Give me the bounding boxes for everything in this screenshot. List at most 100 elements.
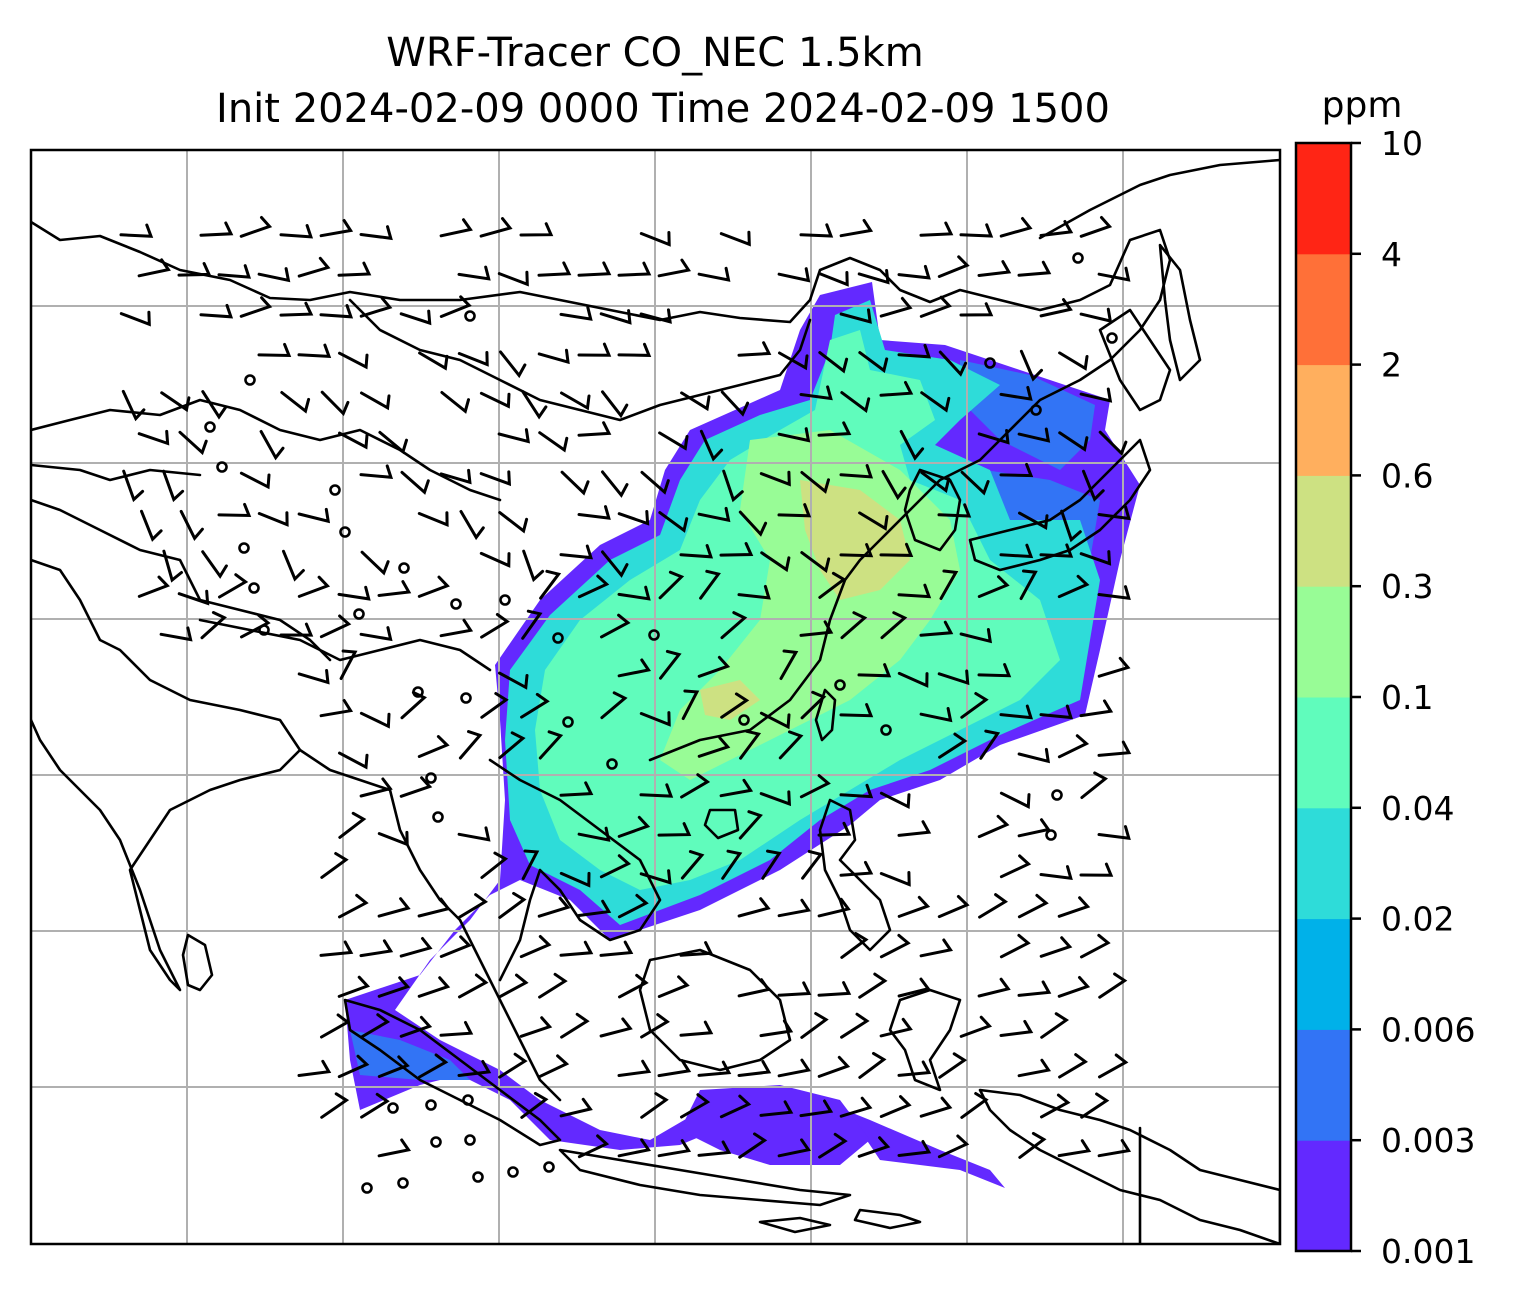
wind-barb <box>1080 933 1111 959</box>
wind-barb <box>137 575 170 598</box>
wind-barb <box>280 391 311 414</box>
wind-barb <box>960 470 990 496</box>
map-frame <box>29 148 1282 1246</box>
wind-barb <box>239 471 271 490</box>
wind-barb <box>519 935 552 959</box>
colorbar-tick-label: 10 <box>1381 124 1423 163</box>
colorbar-unit-label: ppm <box>1322 85 1403 126</box>
wind-barb <box>839 464 874 479</box>
wind-barb <box>577 1134 610 1159</box>
wind-barb <box>1058 1053 1089 1079</box>
wind-barb <box>1017 1058 1052 1078</box>
wind-barb <box>1079 862 1114 877</box>
wind-barb <box>601 390 629 419</box>
wind-barb <box>457 351 489 367</box>
wind-barb <box>338 431 369 450</box>
colorbar-band <box>1296 697 1351 809</box>
wind-barb <box>1098 430 1128 456</box>
wind-barb <box>817 821 852 837</box>
wind-barb <box>737 584 771 600</box>
colorbar-band <box>1296 1140 1351 1252</box>
wind-barb <box>1019 569 1038 600</box>
wind-barb <box>179 509 204 541</box>
wind-barb <box>178 430 208 456</box>
wind-barb <box>617 510 650 526</box>
wind-barb <box>177 262 212 277</box>
wind-barb <box>297 669 330 685</box>
wind-barb <box>999 543 1034 559</box>
wind-barb <box>617 342 652 357</box>
wind-barb <box>417 897 451 918</box>
wind-barb <box>879 791 911 810</box>
wind-barb <box>297 256 331 278</box>
wind-barb <box>137 258 171 278</box>
wind-barb <box>1079 307 1113 323</box>
wind-barbs <box>119 216 1132 1194</box>
wind-barb <box>977 260 1012 277</box>
wind-barb <box>599 940 634 957</box>
wind-barb <box>799 1099 834 1118</box>
wind-barb <box>160 391 191 413</box>
wind-barb <box>739 729 762 760</box>
wind-barb <box>439 618 474 638</box>
wind-barb <box>297 343 332 359</box>
wind-barb <box>800 1012 829 1039</box>
wind-barb <box>818 571 847 599</box>
wind-barb <box>777 981 812 997</box>
wind-barb <box>999 385 1033 401</box>
wind-barb <box>479 470 512 487</box>
wind-barb <box>377 1055 410 1078</box>
wind-barb-calm <box>450 598 462 610</box>
wind-barb <box>721 849 743 880</box>
wind-barb <box>359 939 394 958</box>
colorbar-ticks: 0.001 0.003 0.006 0.02 0.04 0.1 0.3 0.6 2 4 10 <box>1351 124 1475 1271</box>
wind-barb <box>257 511 289 527</box>
wind-barb <box>377 1138 412 1158</box>
wind-barb <box>817 1055 851 1078</box>
wind-barb <box>559 940 594 957</box>
wind-barb <box>497 428 531 444</box>
wind-barb <box>657 822 692 837</box>
wind-barb <box>417 976 451 998</box>
wind-barb <box>439 935 472 958</box>
wind-barb <box>839 703 874 718</box>
wind-barb <box>760 551 791 573</box>
wind-barb <box>359 626 393 642</box>
colorbar-bands <box>1296 143 1351 1252</box>
wind-barb <box>360 391 391 411</box>
wind-barb <box>657 1059 692 1078</box>
wind-barb <box>777 898 811 918</box>
wind-barb <box>720 611 748 640</box>
wind-barb <box>499 350 527 379</box>
wind-barb <box>577 574 610 599</box>
wind-barb <box>521 849 540 881</box>
wind-barb <box>538 972 568 999</box>
wind-barb <box>337 1054 370 1079</box>
wind-barb <box>999 791 1031 809</box>
wind-barb <box>959 628 993 644</box>
wind-barb <box>520 1091 549 1119</box>
wind-barb <box>778 730 804 760</box>
wind-barb <box>539 569 562 600</box>
wind-barb <box>162 469 185 503</box>
wind-barb <box>121 389 146 422</box>
wind-barb <box>977 429 1010 445</box>
wind-barb-calm <box>339 526 351 538</box>
wind-barb <box>799 223 834 238</box>
wind-barb <box>377 897 411 918</box>
wind-barb <box>937 895 970 919</box>
wind-barb <box>879 1095 912 1118</box>
colorbar-tick-label: 0.1 <box>1381 678 1433 717</box>
wind-barb <box>177 589 210 606</box>
wind-barb <box>378 430 408 455</box>
wind-barb <box>737 1060 772 1077</box>
wind-barb-calm <box>834 679 846 691</box>
wind-barb <box>338 811 367 839</box>
wind-barb <box>1058 351 1089 371</box>
wind-barb-calm <box>248 582 260 594</box>
wind-barb-calm <box>353 608 365 620</box>
wind-barb <box>418 1053 449 1079</box>
wind-barb <box>680 391 711 412</box>
wind-barb <box>119 310 151 327</box>
wind-barb <box>319 614 352 639</box>
